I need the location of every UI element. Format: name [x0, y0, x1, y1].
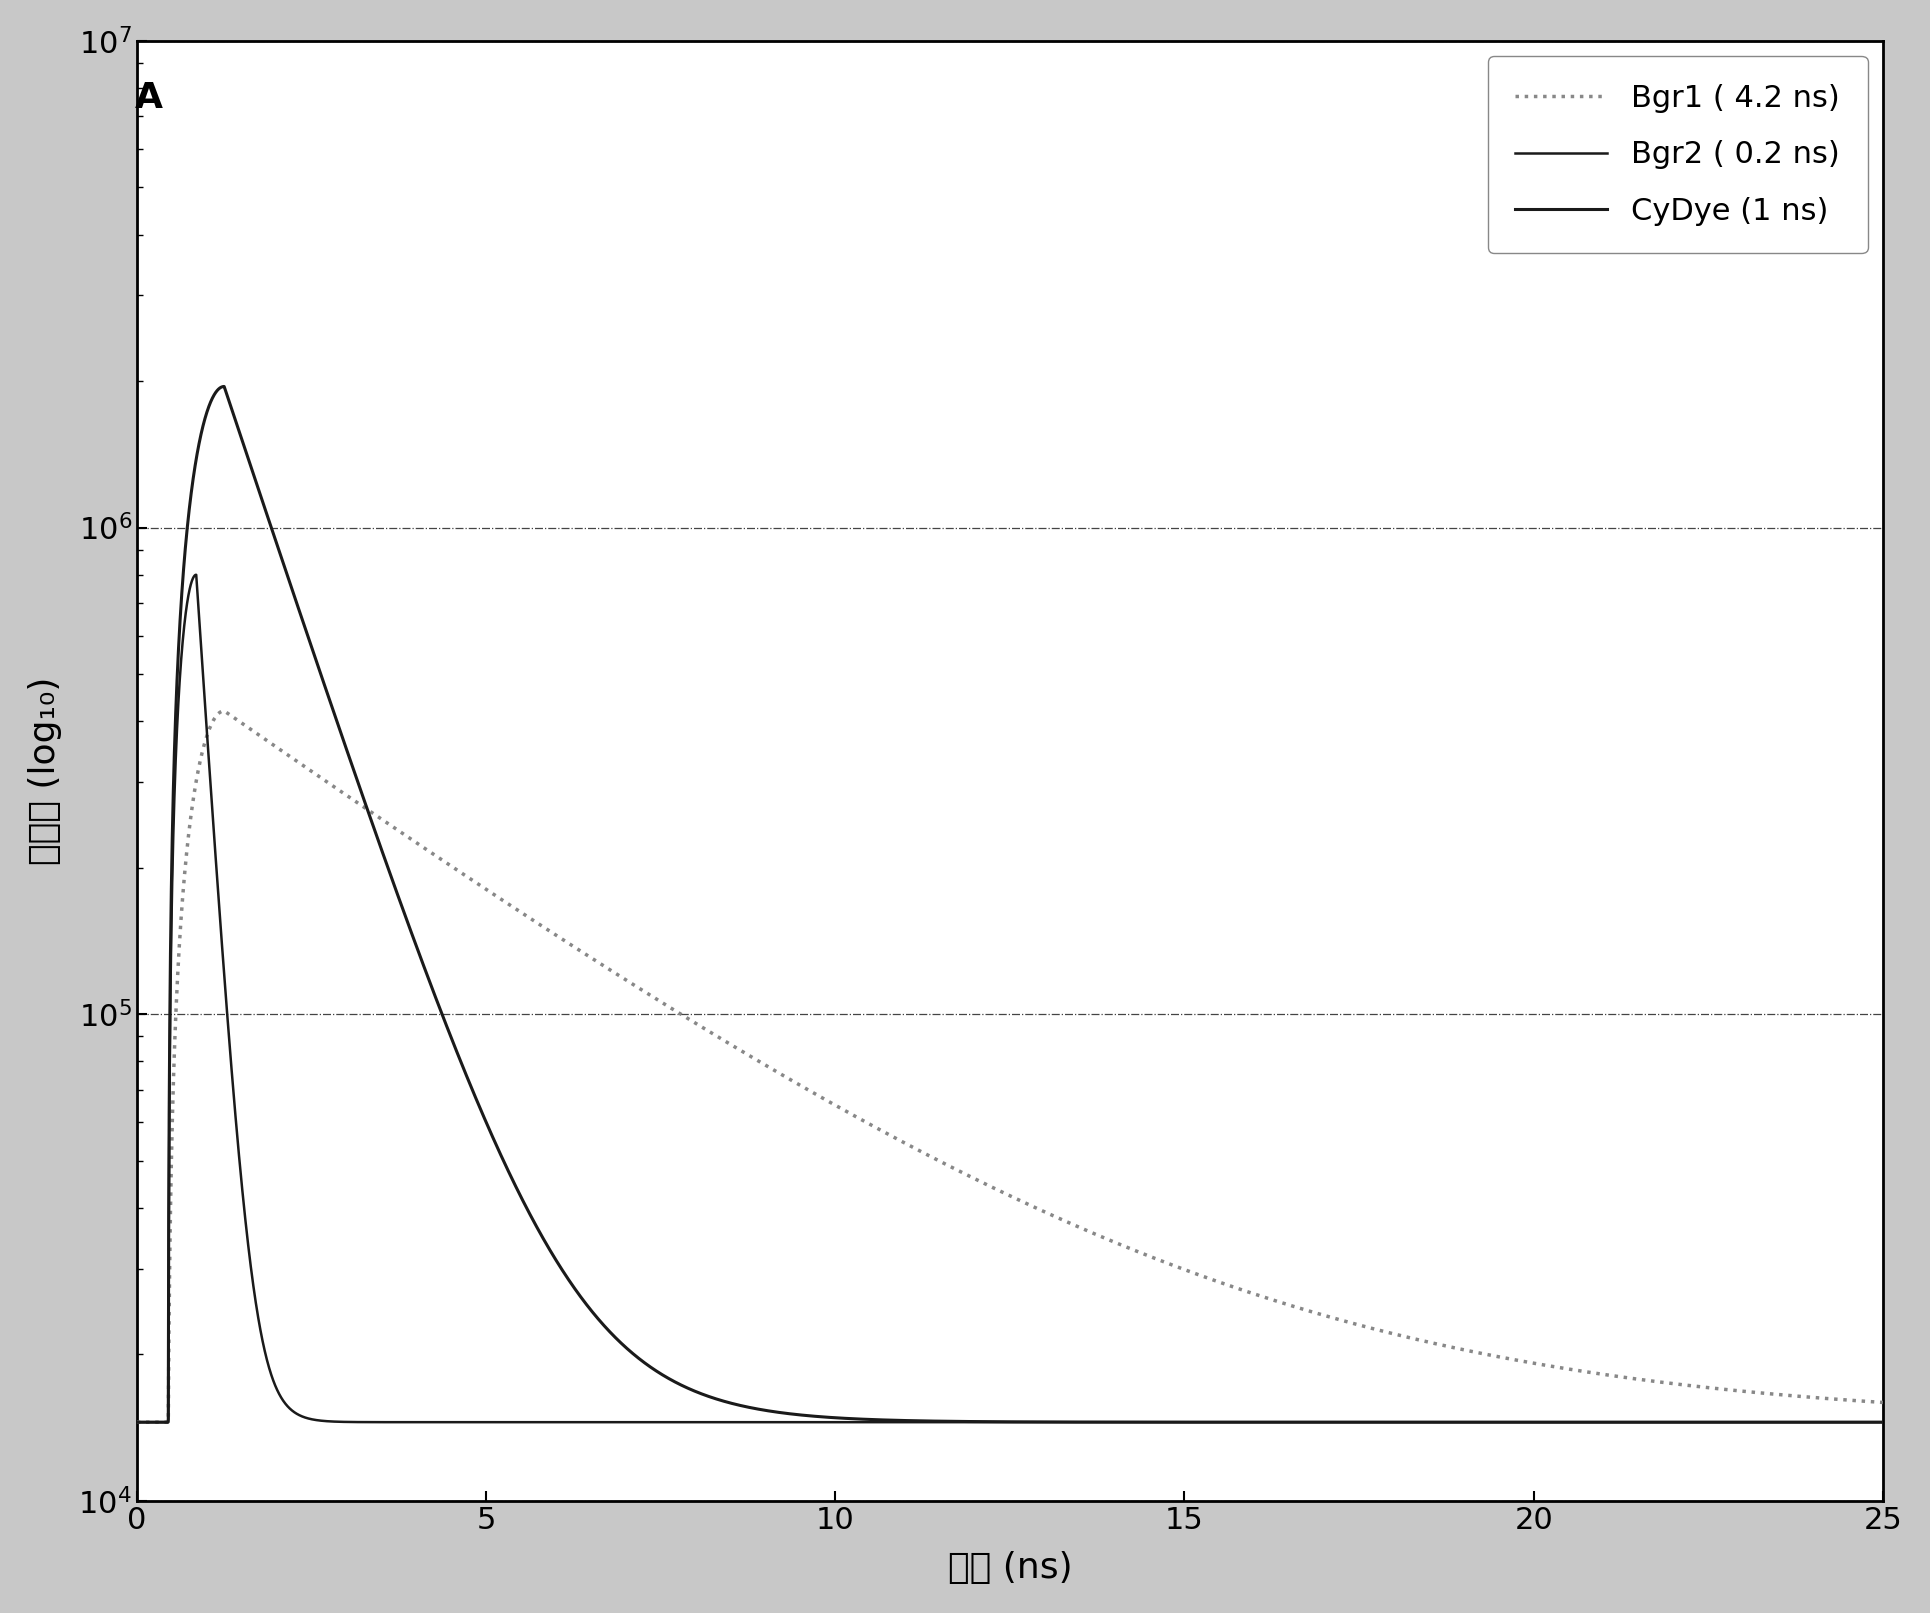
Text: A: A: [135, 81, 164, 115]
Bgr1 ( 4.2 ns): [1158, 1255, 1181, 1274]
CyDye (1 ns): [1513, 1413, 1536, 1432]
Y-axis label: 光子数 (log₁₀): 光子数 (log₁₀): [27, 677, 62, 865]
Bgr1 ( 4.2 ns): [1420, 1332, 1444, 1352]
CyDye (1 ns): [212, 377, 235, 397]
CyDye (1 ns): [212, 379, 235, 398]
Legend: Bgr1 ( 4.2 ns), Bgr2 ( 0.2 ns), CyDye (1 ns): Bgr1 ( 4.2 ns), Bgr2 ( 0.2 ns), CyDye (1…: [1488, 56, 1868, 253]
Bgr1 ( 4.2 ns): [212, 702, 235, 721]
Bgr2 ( 0.2 ns): [758, 1413, 782, 1432]
Line: CyDye (1 ns): CyDye (1 ns): [137, 387, 1884, 1423]
Bgr1 ( 4.2 ns): [1872, 1392, 1895, 1411]
CyDye (1 ns): [1420, 1413, 1444, 1432]
Bgr2 ( 0.2 ns): [125, 1413, 149, 1432]
Bgr1 ( 4.2 ns): [125, 1413, 149, 1432]
Bgr2 ( 0.2 ns): [1158, 1413, 1181, 1432]
Bgr2 ( 0.2 ns): [1513, 1413, 1536, 1432]
Bgr1 ( 4.2 ns): [1235, 1282, 1258, 1302]
Line: Bgr1 ( 4.2 ns): Bgr1 ( 4.2 ns): [137, 711, 1884, 1423]
Bgr1 ( 4.2 ns): [758, 1058, 782, 1077]
CyDye (1 ns): [1872, 1413, 1895, 1432]
Bgr2 ( 0.2 ns): [1872, 1413, 1895, 1432]
Bgr1 ( 4.2 ns): [212, 702, 235, 721]
Bgr2 ( 0.2 ns): [212, 973, 235, 992]
CyDye (1 ns): [758, 1402, 782, 1421]
Bgr2 ( 0.2 ns): [185, 565, 208, 584]
CyDye (1 ns): [1158, 1413, 1181, 1432]
CyDye (1 ns): [125, 1413, 149, 1432]
Bgr1 ( 4.2 ns): [1513, 1352, 1536, 1371]
CyDye (1 ns): [1235, 1413, 1258, 1432]
Bgr2 ( 0.2 ns): [1420, 1413, 1444, 1432]
Bgr2 ( 0.2 ns): [1235, 1413, 1258, 1432]
X-axis label: 时间 (ns): 时间 (ns): [948, 1552, 1073, 1586]
Line: Bgr2 ( 0.2 ns): Bgr2 ( 0.2 ns): [137, 574, 1884, 1423]
